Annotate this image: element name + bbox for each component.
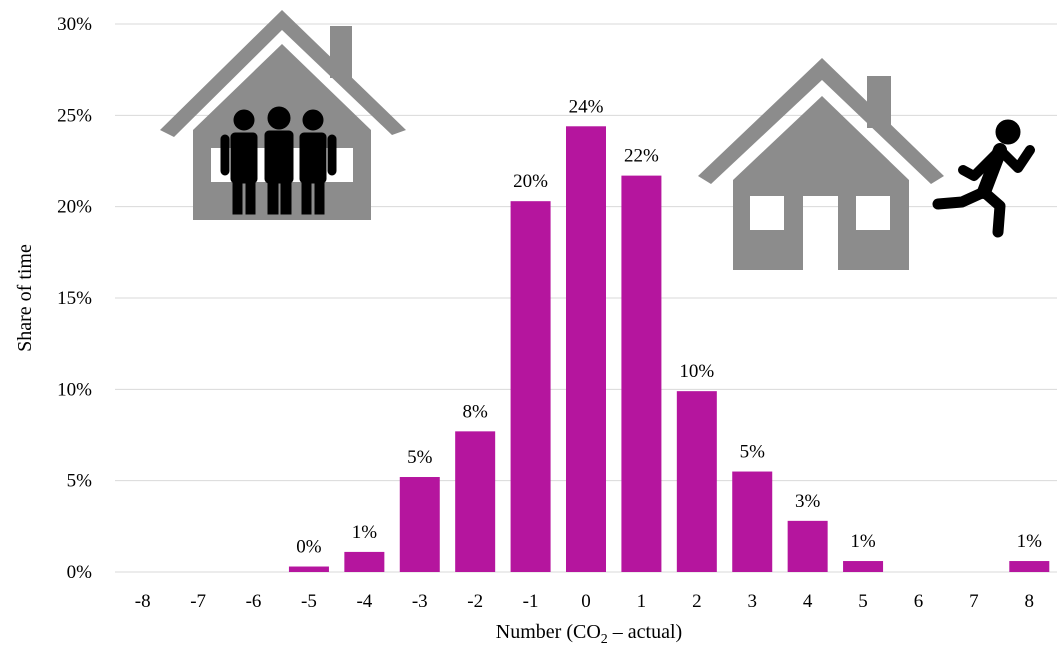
- x-tick-label: 3: [747, 591, 757, 612]
- x-tick-label: -1: [523, 591, 539, 612]
- x-axis-title-prefix: Number (CO: [496, 621, 601, 643]
- data-label: 24%: [569, 96, 604, 117]
- x-axis-title-suffix: – actual): [608, 621, 682, 643]
- data-label: 8%: [463, 401, 489, 422]
- bar: [510, 201, 551, 573]
- data-label: 5%: [407, 447, 433, 468]
- x-axis-title-subscript: 2: [601, 632, 608, 647]
- data-label: 1%: [1017, 531, 1043, 552]
- data-label: 1%: [850, 531, 876, 552]
- bars: [288, 126, 1050, 573]
- bar: [566, 126, 606, 572]
- x-tick-label: -6: [246, 591, 262, 612]
- running-person: [932, 119, 1035, 238]
- y-tick-label: 10%: [57, 379, 92, 400]
- x-tick-label: 6: [914, 591, 924, 612]
- x-tick-label: 8: [1025, 591, 1035, 612]
- y-tick-label: 15%: [57, 288, 92, 309]
- bar: [787, 520, 828, 572]
- x-tick-label: 5: [858, 591, 868, 612]
- data-label: 20%: [513, 171, 548, 192]
- y-axis-ticks: 0% 5% 10% 15% 20% 25% 30%: [57, 14, 92, 583]
- x-tick-label: -4: [356, 591, 372, 612]
- x-tick-label: -7: [190, 591, 206, 612]
- x-tick-label: 2: [692, 591, 702, 612]
- data-labels: 0% 1% 5% 8% 20% 24% 22% 10% 5% 3% 1% 1%: [296, 96, 1042, 557]
- bar: [676, 391, 717, 572]
- bar: [455, 431, 496, 572]
- data-label: 10%: [679, 361, 714, 382]
- x-tick-label: -2: [467, 591, 483, 612]
- data-label: 0%: [296, 537, 322, 558]
- bar: [621, 175, 662, 572]
- bar: [1009, 561, 1050, 572]
- x-tick-label: 1: [637, 591, 647, 612]
- data-label: 22%: [624, 146, 659, 167]
- x-axis-title: Number (CO2 – actual): [496, 621, 682, 647]
- x-tick-label: -8: [135, 591, 151, 612]
- bar: [843, 561, 884, 572]
- y-tick-label: 30%: [57, 14, 92, 35]
- x-tick-label: 7: [969, 591, 979, 612]
- x-tick-label: 4: [803, 591, 813, 612]
- y-axis-title: Share of time: [14, 244, 36, 352]
- y-tick-label: 5%: [67, 471, 93, 492]
- bar: [344, 551, 385, 572]
- family-figures: [220, 106, 337, 215]
- x-axis-ticks: -8 -7 -6 -5 -4 -3 -2 -1 0 1 2 3 4 5 6 7 8: [135, 591, 1034, 612]
- bar: [288, 566, 329, 572]
- x-tick-label: -5: [301, 591, 317, 612]
- x-tick-label: -3: [412, 591, 428, 612]
- data-label: 3%: [795, 491, 821, 512]
- house-with-family-icon: [160, 10, 406, 220]
- y-tick-label: 20%: [57, 197, 92, 218]
- y-tick-label: 0%: [67, 562, 93, 583]
- x-tick-label: 0: [581, 591, 591, 612]
- bar: [399, 477, 440, 572]
- y-tick-label: 25%: [57, 105, 92, 126]
- bar: [732, 471, 773, 572]
- house-with-person-running-away-icon: [698, 58, 1035, 270]
- data-label: 1%: [352, 522, 378, 543]
- data-label: 5%: [740, 442, 766, 463]
